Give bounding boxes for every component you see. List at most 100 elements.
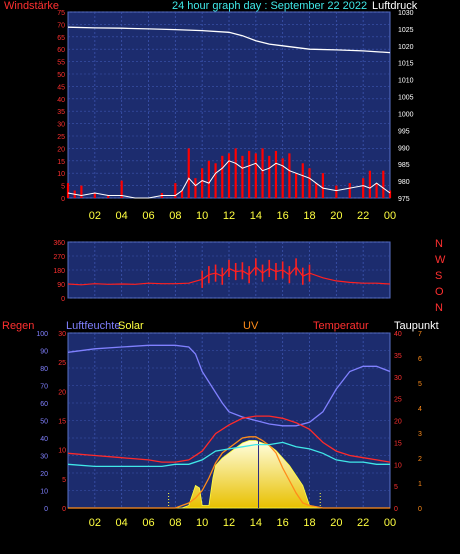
humidity-tick-label: 70 bbox=[40, 384, 48, 391]
wind-tick-label: 10 bbox=[57, 171, 65, 178]
x-tick-label: 06 bbox=[142, 210, 154, 222]
temperature-line bbox=[67, 415, 391, 463]
pressure-tick-label: 1030 bbox=[398, 10, 414, 17]
temp-tick-label: 30 bbox=[394, 375, 402, 382]
x-tick-label: 22 bbox=[357, 517, 369, 529]
wind-line bbox=[67, 160, 391, 199]
wind-tick-label: 15 bbox=[57, 159, 65, 166]
humidity-tick-label: 40 bbox=[40, 436, 48, 443]
x-tick-label: 02 bbox=[89, 517, 101, 529]
uv-tick-label: 2 bbox=[418, 456, 422, 463]
x-tick-label: 22 bbox=[357, 210, 369, 222]
pressure-tick-label: 985 bbox=[398, 162, 410, 169]
pressure-tick-label: 1000 bbox=[398, 111, 414, 118]
x-tick-label: 14 bbox=[250, 517, 262, 529]
pressure-line bbox=[67, 26, 391, 54]
uv-tick-label: 5 bbox=[418, 381, 422, 388]
compass-label: S bbox=[435, 270, 442, 282]
wind-tick-label: 0 bbox=[61, 196, 65, 203]
x-tick-label: 10 bbox=[196, 210, 208, 222]
x-tick-label: 18 bbox=[303, 517, 315, 529]
wind-tick-label: 70 bbox=[57, 22, 65, 29]
temp-tick-label: 5 bbox=[394, 484, 398, 491]
humidity-tick-label: 30 bbox=[40, 454, 48, 461]
direction-tick-label: 360 bbox=[53, 240, 65, 247]
humidity-tick-label: 0 bbox=[44, 506, 48, 513]
x-tick-label: 08 bbox=[169, 210, 181, 222]
uv-tick-label: 1 bbox=[418, 481, 422, 488]
temp-tick-label: 25 bbox=[394, 397, 402, 404]
wind-tick-label: 30 bbox=[57, 122, 65, 129]
pressure-tick-label: 1020 bbox=[398, 44, 414, 51]
rain-tick-label: 0 bbox=[62, 506, 66, 513]
rain-tick-label: 5 bbox=[62, 477, 66, 484]
wind-tick-label: 35 bbox=[57, 109, 65, 116]
compass-label: N bbox=[435, 238, 443, 250]
compass-label: N bbox=[435, 302, 443, 314]
compass-label: O bbox=[435, 286, 444, 298]
direction-tick-label: 0 bbox=[61, 296, 65, 303]
pressure-tick-label: 980 bbox=[398, 179, 410, 186]
temp-tick-label: 0 bbox=[394, 506, 398, 513]
uv-tick-label: 7 bbox=[418, 331, 422, 338]
wind-tick-label: 5 bbox=[61, 184, 65, 191]
wind-tick-label: 45 bbox=[57, 84, 65, 91]
rain-tick-label: 30 bbox=[58, 331, 66, 338]
humidity-tick-label: 90 bbox=[40, 349, 48, 356]
humidity-tick-label: 20 bbox=[40, 471, 48, 478]
x-tick-label: 16 bbox=[277, 517, 289, 529]
pressure-tick-label: 975 bbox=[398, 196, 410, 203]
rain-axis-title: Regen bbox=[2, 320, 35, 332]
x-tick-label: 00 bbox=[384, 210, 396, 222]
uv-tick-label: 3 bbox=[418, 431, 422, 438]
pressure-tick-label: 990 bbox=[398, 145, 410, 152]
x-tick-label: 20 bbox=[330, 210, 342, 222]
pressure-tick-label: 1025 bbox=[398, 27, 414, 34]
x-tick-label: 04 bbox=[116, 210, 128, 222]
humidity-tick-label: 60 bbox=[40, 401, 48, 408]
x-tick-label: 06 bbox=[142, 517, 154, 529]
humidity-tick-label: 50 bbox=[40, 419, 48, 426]
wind-tick-label: 20 bbox=[57, 146, 65, 153]
direction-tick-label: 90 bbox=[57, 282, 65, 289]
direction-tick-label: 270 bbox=[53, 254, 65, 261]
wind-tick-label: 25 bbox=[57, 134, 65, 141]
rain-tick-label: 10 bbox=[58, 448, 66, 455]
x-tick-label: 08 bbox=[169, 517, 181, 529]
uv-tick-label: 4 bbox=[418, 406, 422, 413]
temp-tick-label: 40 bbox=[394, 331, 402, 338]
wind-tick-label: 55 bbox=[57, 60, 65, 67]
x-tick-label: 14 bbox=[250, 210, 262, 222]
dewpoint-axis-title: Taupunkt bbox=[394, 320, 439, 332]
x-tick-label: 20 bbox=[330, 517, 342, 529]
wind-tick-label: 60 bbox=[57, 47, 65, 54]
pressure-tick-label: 1005 bbox=[398, 95, 414, 102]
wind-axis-title: Windstärke bbox=[4, 0, 60, 12]
x-tick-label: 16 bbox=[277, 210, 289, 222]
wind-tick-label: 65 bbox=[57, 35, 65, 42]
humidity-tick-label: 100 bbox=[36, 331, 48, 338]
uv-tick-label: 0 bbox=[418, 506, 422, 513]
solar-axis-title: Solar bbox=[118, 320, 144, 332]
x-tick-label: 02 bbox=[89, 210, 101, 222]
humidity-line bbox=[67, 344, 391, 427]
pressure-axis-title: Luftdruck bbox=[372, 0, 418, 12]
humidity-tick-label: 80 bbox=[40, 366, 48, 373]
rain-tick-label: 25 bbox=[58, 360, 66, 367]
compass-label: W bbox=[435, 254, 446, 266]
chart-title: 24 hour graph day : September 22 2022 bbox=[172, 0, 368, 12]
temp-tick-label: 10 bbox=[394, 462, 402, 469]
x-tick-label: 00 bbox=[384, 517, 396, 529]
rain-tick-label: 15 bbox=[58, 419, 66, 426]
uv-tick-label: 6 bbox=[418, 356, 422, 363]
x-tick-label: 18 bbox=[303, 210, 315, 222]
dewpoint-line bbox=[67, 441, 390, 468]
x-tick-label: 12 bbox=[223, 210, 235, 222]
x-tick-label: 04 bbox=[116, 517, 128, 529]
x-tick-label: 10 bbox=[196, 517, 208, 529]
temp-tick-label: 35 bbox=[394, 353, 402, 360]
uv-axis-title: UV bbox=[243, 320, 259, 332]
wind-tick-label: 50 bbox=[57, 72, 65, 79]
temp-tick-label: 15 bbox=[394, 440, 402, 447]
